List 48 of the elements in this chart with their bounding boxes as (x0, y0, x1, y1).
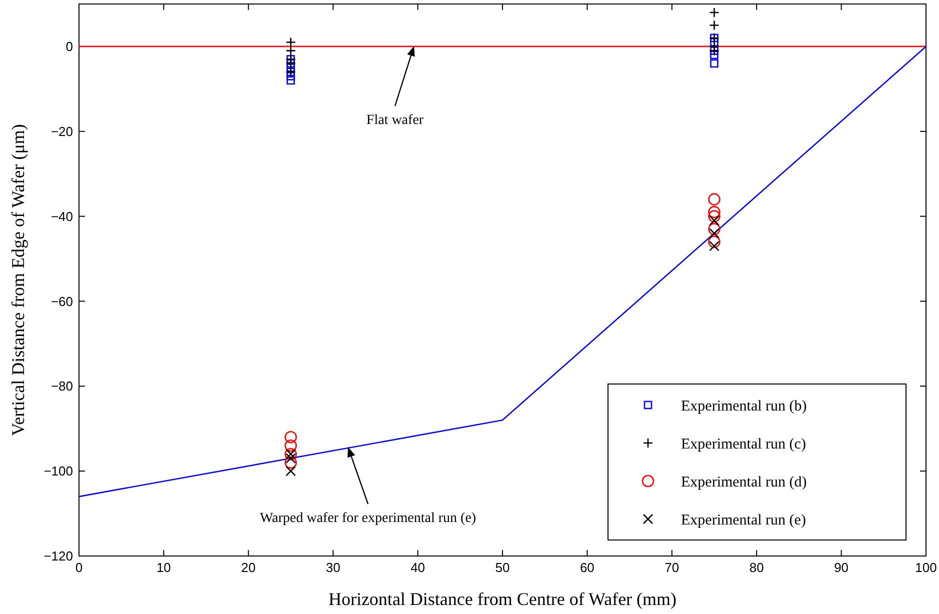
x-tick-label: 0 (75, 560, 83, 575)
point (709, 7, 720, 18)
point (286, 453, 296, 464)
point (286, 466, 296, 476)
x-tick-label: 80 (749, 560, 764, 575)
y-tick-label: −60 (50, 294, 73, 309)
point (710, 50, 718, 60)
point (708, 236, 720, 248)
y-tick-label: −100 (44, 464, 73, 479)
x-tick-label: 10 (156, 560, 171, 575)
x-tick-label: 50 (495, 560, 510, 575)
x-tick-label: 70 (664, 560, 680, 575)
annotation: Warped wafer for experimental run (e) (260, 511, 476, 526)
legend-label: Experimental run (c) (681, 436, 806, 452)
x-tick-label: 40 (410, 560, 426, 575)
point (286, 76, 295, 85)
y-tick-label: 0 (66, 39, 73, 54)
point (286, 72, 295, 80)
y-axis-title: Vertical Distance from Edge of Wafer (μm) (8, 124, 28, 436)
point (284, 456, 297, 469)
point (708, 210, 720, 222)
point (708, 206, 720, 218)
point (284, 439, 297, 452)
legend-label: Experimental run (b) (681, 398, 807, 414)
y-tick-label: −80 (50, 378, 73, 394)
x-tick-label: 90 (834, 560, 849, 575)
x-tick-label: 30 (326, 560, 340, 575)
point (709, 228, 720, 238)
point (284, 430, 297, 444)
y-tick-label: −120 (44, 548, 73, 564)
legend-label: Experimental run (d) (681, 474, 807, 490)
point (708, 222, 720, 236)
annotation: Flat wafer (366, 113, 424, 128)
point (710, 59, 718, 68)
y-tick-label: −20 (50, 124, 73, 139)
x-tick-label: 100 (915, 560, 937, 575)
point (708, 193, 720, 206)
x-tick-label: 60 (580, 560, 594, 575)
legend-label: Experimental run (e) (681, 512, 806, 528)
x-axis-title: Horizontal Distance from Centre of Wafer (mm) (328, 589, 677, 609)
x-tick-label: 20 (241, 560, 256, 575)
point (286, 37, 296, 48)
point (709, 240, 720, 252)
point (710, 38, 718, 46)
point (286, 46, 296, 56)
point (709, 215, 720, 226)
point (709, 20, 720, 30)
y-tick-label: −40 (50, 208, 73, 224)
